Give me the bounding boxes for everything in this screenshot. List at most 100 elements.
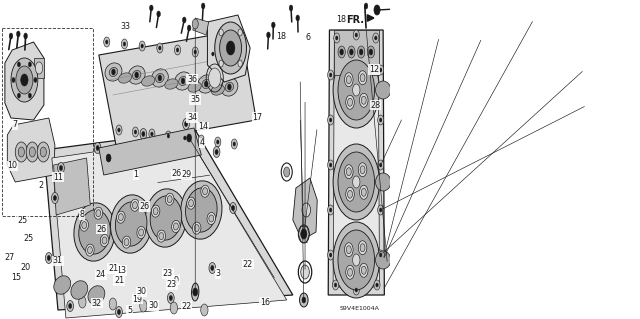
Circle shape: [68, 303, 72, 308]
Circle shape: [353, 30, 359, 40]
Circle shape: [40, 147, 46, 157]
Text: 14: 14: [198, 122, 208, 131]
Text: FR.: FR.: [346, 15, 364, 25]
Circle shape: [140, 129, 147, 139]
Circle shape: [139, 41, 145, 51]
Circle shape: [45, 253, 52, 263]
Circle shape: [338, 60, 374, 120]
Text: 22: 22: [182, 302, 192, 311]
Text: 32: 32: [92, 299, 102, 308]
Circle shape: [380, 253, 382, 257]
Circle shape: [374, 5, 380, 15]
Circle shape: [170, 295, 172, 300]
Polygon shape: [54, 158, 90, 215]
Text: 35: 35: [190, 95, 200, 104]
Circle shape: [60, 166, 63, 170]
Text: 31: 31: [52, 256, 63, 265]
Circle shape: [232, 205, 235, 211]
Circle shape: [209, 68, 221, 88]
Circle shape: [359, 49, 363, 55]
Circle shape: [328, 70, 333, 80]
Circle shape: [182, 118, 189, 130]
Circle shape: [328, 250, 333, 260]
Circle shape: [346, 187, 355, 201]
Ellipse shape: [166, 193, 174, 205]
Ellipse shape: [88, 286, 105, 304]
Circle shape: [132, 127, 138, 137]
Circle shape: [415, 41, 420, 49]
Circle shape: [141, 44, 143, 48]
Ellipse shape: [195, 225, 199, 232]
Polygon shape: [52, 138, 287, 318]
Circle shape: [362, 188, 366, 196]
Circle shape: [175, 45, 180, 55]
Circle shape: [28, 62, 31, 67]
Circle shape: [215, 150, 218, 154]
Bar: [3, 28, 93, 216]
Ellipse shape: [118, 214, 124, 221]
Circle shape: [11, 58, 38, 102]
Polygon shape: [193, 18, 209, 35]
Circle shape: [118, 128, 120, 132]
Text: 1: 1: [133, 170, 138, 179]
Text: 33: 33: [120, 22, 130, 31]
Circle shape: [170, 302, 177, 314]
Ellipse shape: [201, 185, 209, 197]
Ellipse shape: [193, 222, 201, 234]
Circle shape: [378, 160, 384, 170]
Text: S9V4E1004A: S9V4E1004A: [340, 306, 380, 310]
Text: 27: 27: [4, 253, 15, 262]
Text: 21: 21: [114, 276, 124, 285]
Circle shape: [150, 5, 153, 11]
Circle shape: [67, 300, 74, 311]
Circle shape: [181, 78, 185, 84]
Circle shape: [124, 42, 125, 46]
Circle shape: [338, 230, 374, 290]
Ellipse shape: [137, 226, 145, 239]
Circle shape: [52, 192, 58, 204]
Circle shape: [333, 144, 380, 220]
Circle shape: [284, 167, 290, 177]
Ellipse shape: [54, 276, 70, 294]
Circle shape: [301, 265, 309, 279]
Circle shape: [301, 229, 307, 239]
Circle shape: [118, 309, 120, 315]
Text: 11: 11: [52, 173, 63, 182]
Circle shape: [230, 203, 236, 213]
Ellipse shape: [198, 75, 214, 93]
Circle shape: [374, 36, 377, 40]
Text: 10: 10: [8, 161, 17, 170]
Text: 18: 18: [337, 15, 347, 24]
Ellipse shape: [167, 196, 172, 203]
Circle shape: [188, 25, 191, 31]
Ellipse shape: [209, 215, 214, 222]
Circle shape: [116, 125, 122, 135]
Circle shape: [79, 296, 86, 308]
Circle shape: [150, 132, 153, 136]
Circle shape: [340, 49, 344, 55]
Circle shape: [24, 33, 28, 39]
Ellipse shape: [102, 237, 107, 244]
Ellipse shape: [74, 203, 115, 261]
Circle shape: [348, 46, 355, 58]
Circle shape: [353, 176, 360, 188]
Ellipse shape: [132, 70, 141, 79]
Circle shape: [200, 138, 202, 142]
Text: 2: 2: [38, 181, 44, 189]
Ellipse shape: [116, 211, 125, 223]
Circle shape: [16, 66, 33, 94]
Circle shape: [358, 46, 365, 58]
Circle shape: [328, 205, 333, 215]
Circle shape: [360, 185, 368, 199]
Circle shape: [37, 142, 49, 162]
Text: 16: 16: [260, 298, 269, 307]
Text: 24: 24: [95, 271, 106, 279]
Circle shape: [330, 163, 332, 167]
Ellipse shape: [132, 202, 138, 209]
Circle shape: [334, 283, 337, 287]
Circle shape: [330, 253, 332, 257]
Ellipse shape: [189, 200, 193, 207]
Circle shape: [380, 163, 382, 167]
Circle shape: [187, 134, 191, 142]
Circle shape: [182, 17, 186, 23]
